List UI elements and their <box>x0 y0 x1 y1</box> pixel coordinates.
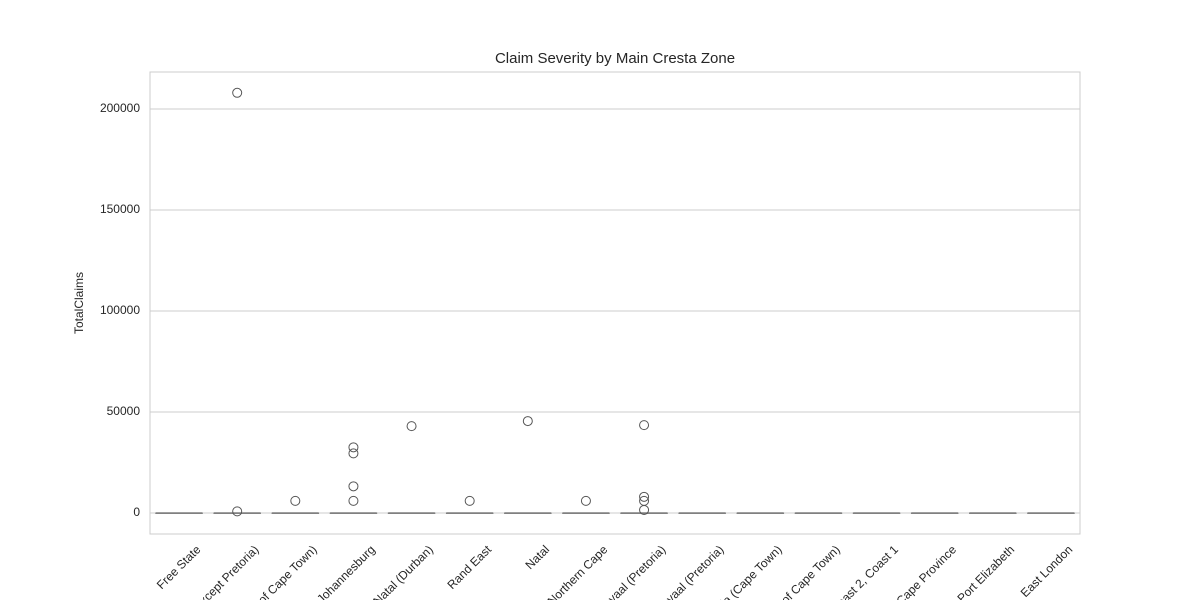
x-tick-label: Johannesburg <box>314 542 378 600</box>
y-tick-label: 0 <box>133 505 140 519</box>
outlier <box>639 491 650 502</box>
outlier <box>580 495 591 506</box>
outlier <box>406 421 417 432</box>
outlier <box>232 506 243 517</box>
outlier <box>464 495 475 506</box>
outlier <box>639 504 650 515</box>
y-tick-label: 150000 <box>100 202 140 216</box>
outlier <box>348 495 359 506</box>
y-tick-label: 50000 <box>107 404 141 418</box>
x-tick-label: East London <box>1018 542 1076 600</box>
y-tick-label: 200000 <box>100 101 140 115</box>
plot-frame <box>149 71 1081 535</box>
outlier <box>232 87 243 98</box>
x-tick-label: Free State <box>154 542 204 592</box>
y-tick-label: 100000 <box>100 303 140 317</box>
outlier <box>522 416 533 427</box>
outlier <box>348 448 359 459</box>
x-tick-label: Port Elizabeth <box>954 542 1017 600</box>
y-axis-label: TotalClaims <box>72 272 86 334</box>
outlier <box>639 420 650 431</box>
outlier <box>348 481 359 492</box>
x-tick-label: Natal (Durban) <box>370 542 436 600</box>
x-tick-label: Natal <box>522 542 552 572</box>
outlier <box>290 495 301 506</box>
outlier <box>348 442 359 453</box>
x-tick-label: Northern Cape <box>545 542 611 600</box>
chart-title: Claim Severity by Main Cresta Zone <box>495 50 735 67</box>
x-tick-label: Rand East <box>445 542 495 592</box>
